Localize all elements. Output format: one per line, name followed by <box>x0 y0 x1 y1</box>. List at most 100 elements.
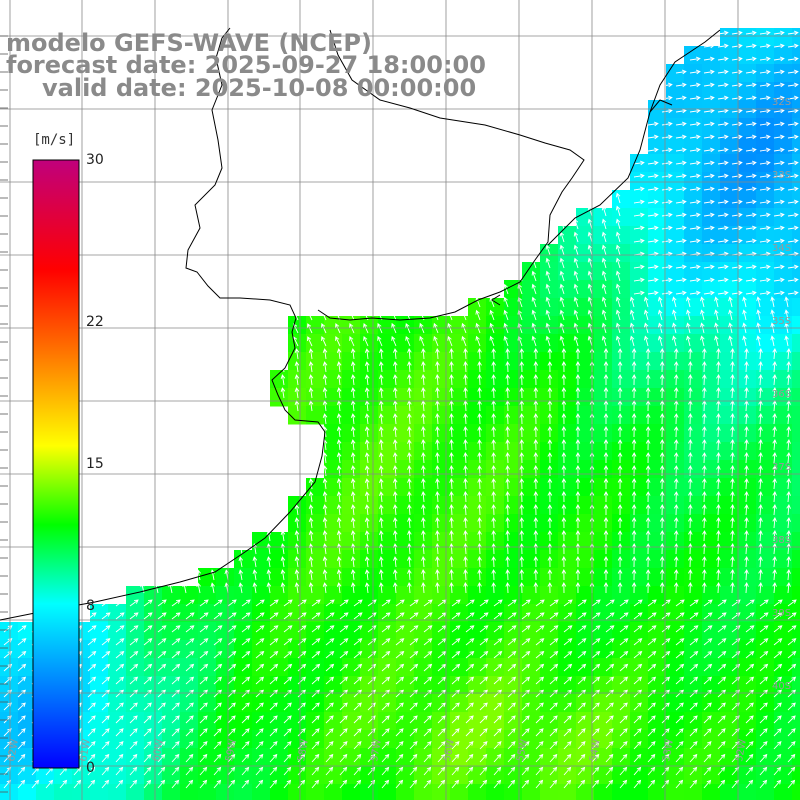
speed-cell <box>450 658 469 677</box>
wind-arrow <box>409 625 419 633</box>
wind-arrow <box>308 374 314 386</box>
speed-cell <box>738 748 757 767</box>
wind-arrow <box>645 582 651 594</box>
speed-cell <box>414 586 433 605</box>
wind-arrow <box>297 702 306 711</box>
wind-arrow <box>631 517 637 529</box>
wind-arrow <box>350 491 356 503</box>
speed-cell <box>612 190 631 209</box>
speed-cell <box>756 46 775 65</box>
wind-arrow <box>633 238 645 244</box>
speed-cell <box>558 352 577 371</box>
wind-arrow <box>479 638 489 646</box>
wind-arrow <box>758 582 763 594</box>
speed-cell <box>396 532 415 551</box>
wind-arrow <box>563 766 572 776</box>
wind-arrow <box>435 543 440 555</box>
wind-arrow <box>703 702 712 711</box>
speed-cell <box>612 514 631 533</box>
wind-arrow <box>688 556 693 568</box>
wind-arrow <box>587 244 593 256</box>
speed-cell <box>198 766 217 785</box>
wind-arrow <box>199 663 209 672</box>
wind-arrow <box>689 277 701 283</box>
speed-cell <box>666 370 685 389</box>
wind-arrow <box>675 625 685 633</box>
wind-arrow <box>577 779 586 789</box>
wind-arrow <box>435 556 440 568</box>
speed-cell <box>612 442 631 461</box>
speed-cell <box>576 676 595 695</box>
speed-cell <box>450 334 469 353</box>
wind-arrow <box>787 715 796 724</box>
speed-cell <box>504 424 523 443</box>
wind-arrow <box>294 387 300 399</box>
wind-arrow <box>633 599 643 607</box>
wind-arrow <box>703 199 715 205</box>
wind-arrow <box>185 702 194 711</box>
wind-arrow <box>435 426 440 438</box>
speed-cell <box>756 442 775 461</box>
speed-cell <box>720 514 739 533</box>
speed-cell <box>558 298 577 317</box>
wind-arrow <box>686 296 691 308</box>
wind-arrow <box>17 766 26 776</box>
wind-arrow <box>505 582 510 594</box>
wind-arrow <box>689 715 698 724</box>
wind-arrow <box>17 779 26 789</box>
wind-arrow <box>353 625 363 633</box>
speed-cell <box>396 496 415 515</box>
wind-arrow <box>101 702 110 711</box>
wind-arrow <box>672 335 677 347</box>
wind-arrow <box>717 766 726 776</box>
speed-cell <box>360 406 379 425</box>
speed-cell <box>432 388 451 407</box>
speed-cell <box>756 262 775 281</box>
wind-arrow <box>703 43 715 49</box>
wind-arrow <box>745 638 755 646</box>
wind-arrow <box>322 582 328 594</box>
wind-arrow <box>407 543 412 555</box>
speed-cell <box>738 226 757 245</box>
speed-cell <box>558 406 577 425</box>
speed-cell <box>720 676 739 695</box>
wind-arrow <box>787 638 797 646</box>
wind-arrow <box>421 491 426 503</box>
wind-arrow <box>381 753 390 763</box>
wind-arrow <box>617 426 623 438</box>
wind-arrow <box>591 740 600 750</box>
wind-arrow <box>381 638 391 646</box>
speed-cell <box>756 64 775 83</box>
wind-arrow <box>269 702 278 711</box>
wind-arrow <box>573 335 579 347</box>
wind-arrow <box>787 702 796 711</box>
wind-arrow <box>143 638 153 646</box>
speed-cell <box>792 478 800 497</box>
wind-arrow <box>283 651 293 659</box>
wind-arrow <box>744 413 749 425</box>
wind-arrow <box>647 173 659 179</box>
speed-cell <box>342 406 361 425</box>
wind-arrow <box>702 491 707 503</box>
speed-cell <box>558 424 577 443</box>
speed-cell <box>486 298 505 317</box>
wind-arrow <box>645 530 651 542</box>
wind-arrow <box>269 676 279 685</box>
wind-arrow <box>619 663 629 672</box>
wind-arrow <box>545 335 551 347</box>
wind-arrow <box>603 387 609 398</box>
speed-cell <box>720 748 739 767</box>
wind-arrow <box>675 186 687 192</box>
speed-cell <box>702 280 721 299</box>
wind-arrow <box>349 323 355 334</box>
wind-arrow <box>689 663 699 672</box>
speed-cell <box>504 730 523 749</box>
wind-arrow <box>423 728 432 737</box>
wind-arrow <box>409 676 419 685</box>
wind-arrow <box>561 387 567 399</box>
wind-arrow <box>451 651 461 659</box>
wind-arrow <box>533 374 539 386</box>
wind-arrow <box>535 740 544 750</box>
wind-arrow <box>716 582 721 594</box>
speed-cell <box>72 784 91 800</box>
